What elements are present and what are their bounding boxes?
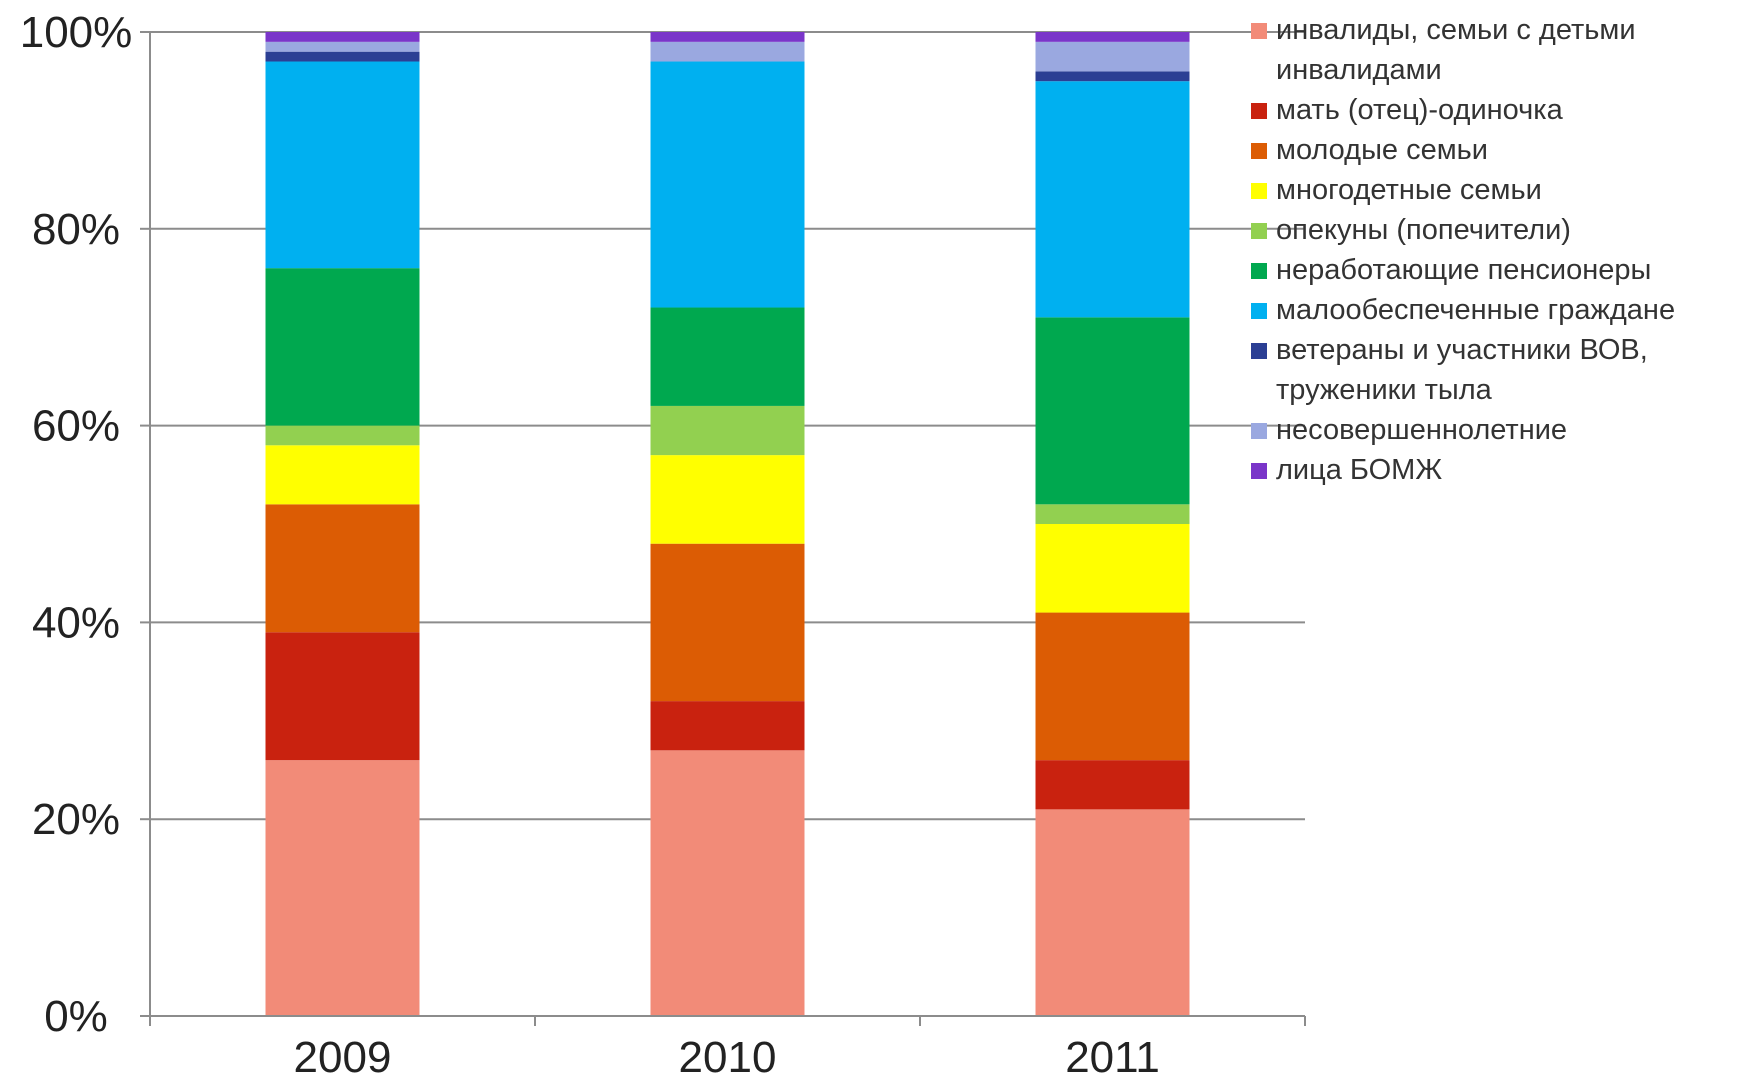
legend-item-pensioners: неработающие пенсионеры <box>1248 250 1758 290</box>
bar-segment <box>1035 317 1190 505</box>
bar-segment <box>1035 32 1190 42</box>
legend-swatch <box>1251 423 1267 439</box>
legend-swatch <box>1251 263 1267 279</box>
bar-segment <box>265 504 420 633</box>
legend-label: несовершеннолетние <box>1276 414 1568 446</box>
bar-segment <box>265 51 420 62</box>
legend-label: молодые семьи <box>1276 134 1488 166</box>
bar-segment <box>265 632 420 761</box>
legend-label: опекуны (попечители) <box>1276 214 1571 246</box>
bar-segment <box>265 425 420 446</box>
y-tick-label: 80% <box>32 205 120 254</box>
axes <box>140 31 1306 1026</box>
legend-swatch <box>1251 103 1267 119</box>
bar-segment <box>265 445 420 505</box>
bar-segment <box>1035 760 1190 810</box>
legend-swatch <box>1251 343 1267 359</box>
legend-item-minors: несовершеннолетние <box>1248 410 1758 450</box>
legend-item-disabled-families: инвалиды, семьи с детьми инвалидами <box>1248 10 1758 90</box>
bar-segment <box>650 32 805 42</box>
legend-label: неработающие пенсионеры <box>1276 254 1652 286</box>
bar-segment <box>1035 504 1190 524</box>
legend-swatch <box>1251 143 1267 159</box>
legend-item-guardians: опекуны (попечители) <box>1248 210 1758 250</box>
legend-item-low-income: малообеспеченные граждане <box>1248 290 1758 330</box>
y-tick-label: 20% <box>32 795 120 844</box>
bar-segment <box>1035 612 1190 761</box>
bar-segment <box>650 61 805 308</box>
x-tick-label: 2010 <box>679 1033 777 1075</box>
bar-segment <box>265 268 420 426</box>
bar-segment <box>650 405 805 456</box>
bar-segment <box>1035 81 1190 318</box>
bar-segment <box>1035 809 1190 1016</box>
legend-swatch <box>1251 463 1267 479</box>
x-tick-label: 2011 <box>1065 1033 1160 1075</box>
legend-label: лица БОМЖ <box>1276 454 1443 486</box>
bar-segment <box>650 543 805 702</box>
bar-segment <box>1035 524 1190 613</box>
y-tick-label: 0% <box>44 992 108 1041</box>
legend-swatch <box>1251 23 1267 39</box>
legend-item-homeless: лица БОМЖ <box>1248 450 1758 490</box>
y-tick-label: 100% <box>20 8 133 57</box>
bar-segment <box>265 760 420 1016</box>
y-tick-label: 40% <box>32 598 120 647</box>
legend-swatch <box>1251 183 1267 199</box>
legend-label: многодетные семьи <box>1276 174 1542 206</box>
legend-label: мать (отец)-одиночка <box>1276 94 1563 126</box>
bar-segment <box>265 41 420 52</box>
bar-segment <box>1035 71 1190 82</box>
tick-labels: 0% 20% 40% 60% 80% 100% 2009 2010 2011 <box>20 8 1160 1080</box>
bar-segment <box>265 61 420 269</box>
legend-swatch <box>1251 303 1267 319</box>
bar-segment <box>650 455 805 544</box>
legend-item-veterans: ветераны и участники ВОВ, труженики тыла <box>1248 330 1758 410</box>
legend-label: инвалиды, семьи с детьми инвалидами <box>1276 14 1636 86</box>
bars <box>265 32 1190 1016</box>
bar-segment <box>265 32 420 42</box>
legend-swatch <box>1251 223 1267 239</box>
legend-item-young-families: молодые семьи <box>1248 130 1758 170</box>
y-tick-label: 60% <box>32 402 120 451</box>
bar-segment <box>650 750 805 1016</box>
legend-item-single-parent: мать (отец)-одиночка <box>1248 90 1758 130</box>
bar-segment <box>650 41 805 62</box>
legend-label: малообеспеченные граждане <box>1276 294 1676 326</box>
legend: инвалиды, семьи с детьми инвалидами мать… <box>1248 10 1758 490</box>
legend-label: ветераны и участники ВОВ, труженики тыла <box>1276 334 1648 406</box>
x-tick-label: 2009 <box>294 1033 392 1075</box>
bar-segment <box>1035 41 1190 72</box>
bar-segment <box>650 307 805 406</box>
bar-segment <box>650 701 805 751</box>
legend-item-large-families: многодетные семьи <box>1248 170 1758 210</box>
